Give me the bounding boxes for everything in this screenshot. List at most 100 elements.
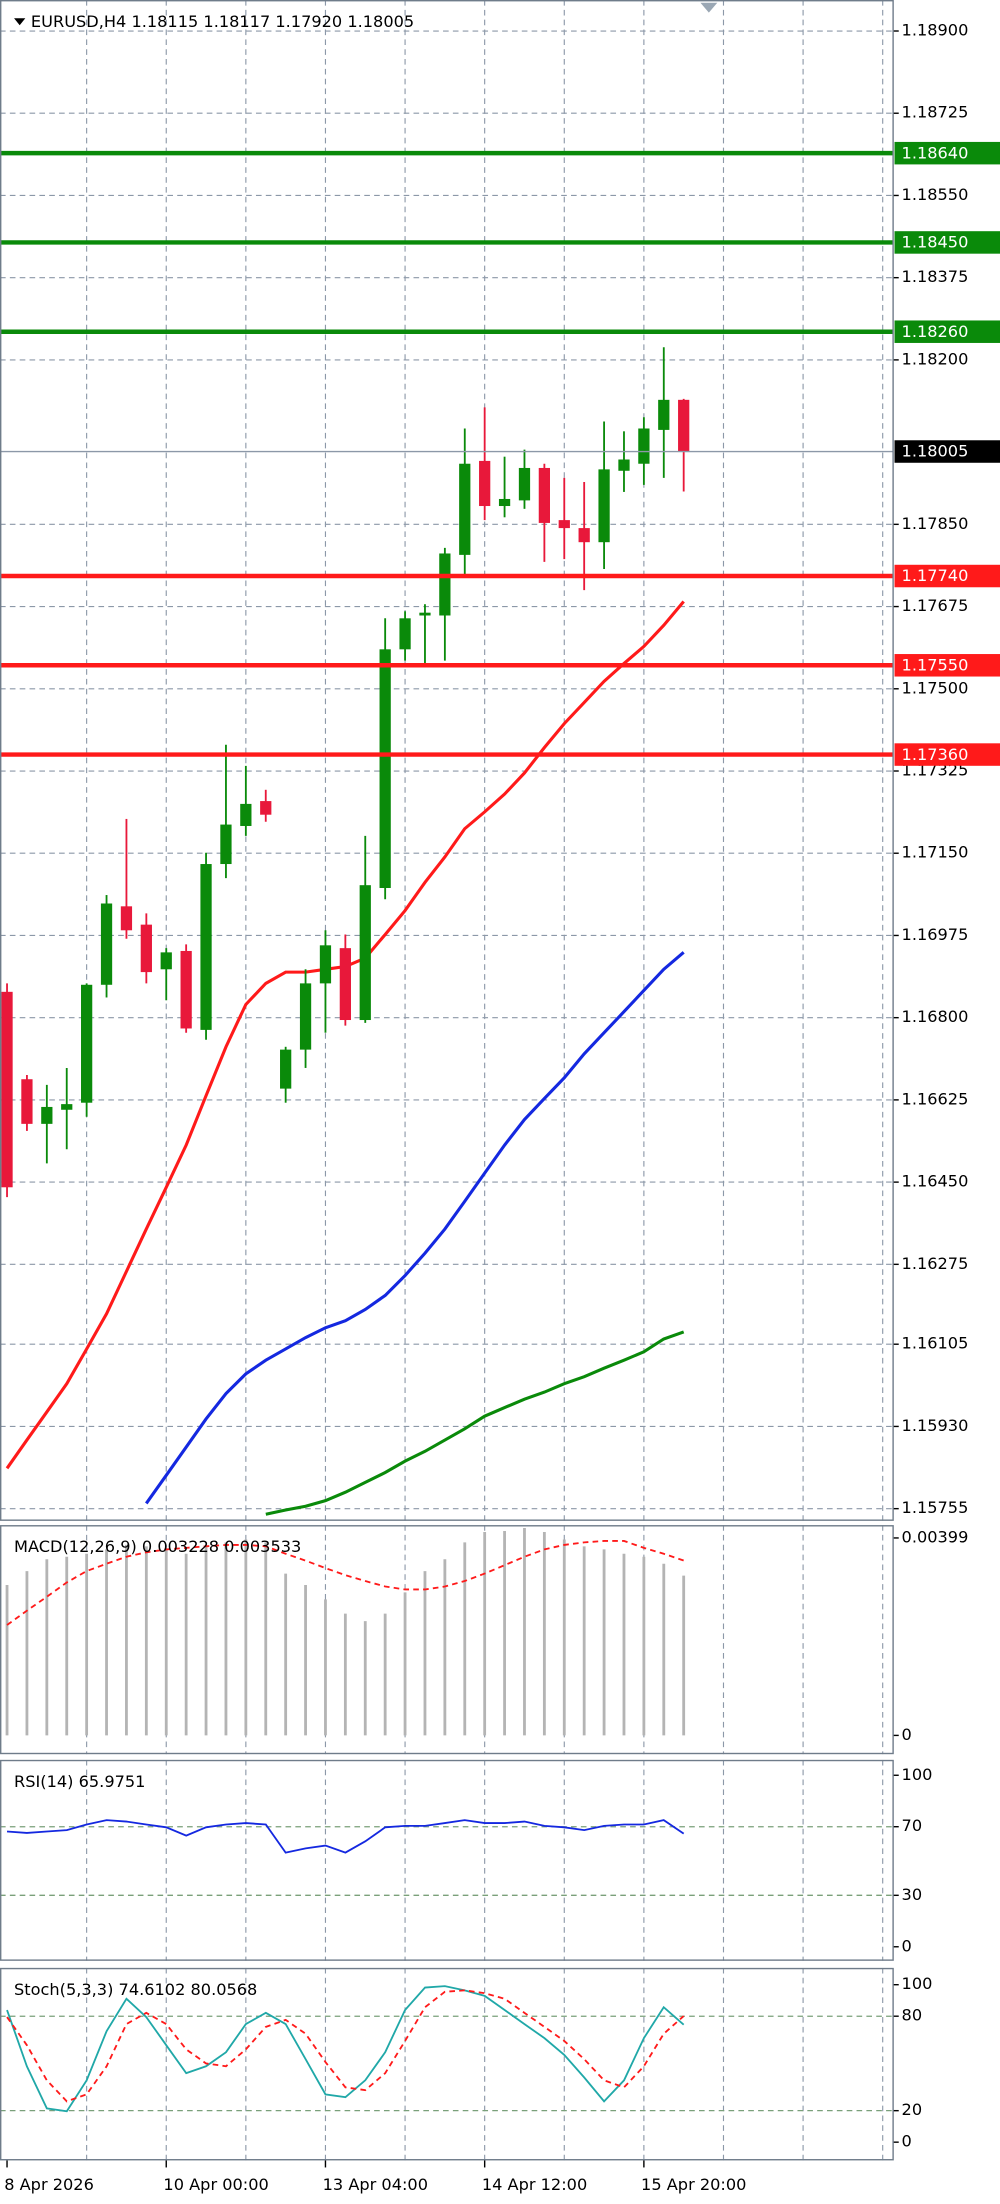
candle-body (280, 1049, 292, 1089)
indicator-line (6, 1989, 685, 2103)
level-label: 1.17740 (902, 566, 969, 585)
y-tick-label: 1.18725 (902, 103, 969, 122)
panel-frame (0, 0, 894, 1521)
y-tick-label: 1.18200 (902, 349, 969, 368)
candle-body (658, 399, 670, 430)
y-tick-label: 1.15930 (902, 1416, 969, 1435)
candle-body (180, 950, 192, 1029)
candle-body (220, 824, 232, 865)
panel-frame (0, 1759, 894, 1961)
panel-frame (0, 1525, 894, 1755)
candle-body (518, 467, 531, 501)
shift-marker[interactable] (700, 2, 718, 13)
y-tick-label: 1.18375 (902, 267, 969, 286)
candle-body (260, 801, 272, 815)
level-label: 1.18450 (902, 233, 969, 252)
candle-body (1, 991, 13, 1188)
x-tick-label: 14 Apr 12:00 (482, 2175, 587, 2194)
y-tick-label: 1.18900 (902, 21, 969, 40)
current-price-bg (894, 440, 1000, 463)
candle-body (339, 948, 351, 1021)
candle-body (379, 649, 391, 888)
candle-body (140, 924, 152, 973)
candle-body (41, 1106, 53, 1124)
y-tick-label: 1.17675 (902, 596, 969, 615)
y-tick-label: 1.18550 (902, 185, 969, 204)
y-tick-label: 1.17150 (902, 843, 969, 862)
candle-body (578, 528, 590, 543)
panel (0, 0, 894, 1521)
panel-title: EURUSD,H4 1.18115 1.18117 1.17920 1.1800… (31, 12, 414, 31)
level-label-bg (894, 564, 1000, 588)
level-label-bg (894, 654, 1000, 677)
candle-body (240, 803, 252, 826)
indicator-line (6, 1819, 685, 1854)
panel-title: RSI(14) 65.9751 (14, 1772, 145, 1791)
candle-body (200, 864, 212, 1030)
panel (5, 1525, 884, 1755)
candle-body (120, 906, 133, 931)
level-label-bg (894, 320, 1000, 343)
y-tick-label: 0 (902, 1725, 912, 1744)
candle-body (61, 1104, 73, 1110)
indicator-line (6, 1985, 685, 2113)
y-tick-label: 0.00399 (902, 1527, 969, 1546)
candle-body (160, 952, 172, 970)
y-tick-label: 1.16275 (902, 1254, 969, 1273)
panel-frame (0, 1967, 894, 2161)
candle-body (299, 983, 312, 1050)
y-tick-label: 30 (902, 1885, 923, 1904)
y-tick-label: 1.16975 (902, 925, 969, 944)
candle-body (419, 612, 431, 616)
y-tick-label: 0 (902, 2132, 912, 2151)
y-tick-label: 1.17850 (902, 514, 969, 533)
y-tick-label: 1.16450 (902, 1172, 969, 1191)
y-tick-label: 100 (902, 1765, 933, 1784)
candle-body (21, 1079, 33, 1124)
candle-body (558, 520, 570, 529)
candle-body (638, 428, 650, 464)
level-label: 1.18260 (902, 322, 969, 341)
x-tick-label: 13 Apr 04:00 (323, 2175, 428, 2194)
candle-body (498, 498, 511, 507)
y-tick-label: 100 (902, 1974, 933, 1993)
level-label: 1.17550 (902, 655, 969, 674)
x-tick-label: 8 Apr 2026 (4, 2175, 94, 2194)
candle-body (319, 945, 332, 984)
y-tick-label: 0 (902, 1936, 912, 1955)
candle-body (678, 399, 690, 452)
panel (0, 1759, 894, 1961)
y-tick-label: 1.17500 (902, 678, 969, 697)
candle-body (81, 984, 93, 1103)
y-tick-label: 80 (902, 2006, 923, 2025)
candle-body (479, 460, 491, 507)
candle-body (100, 903, 113, 985)
panel (0, 1967, 894, 2161)
candle-body (618, 459, 630, 471)
y-tick-label: 1.16625 (902, 1089, 969, 1108)
level-label: 1.18640 (902, 143, 969, 162)
y-tick-label: 20 (902, 2100, 923, 2119)
candle-body (598, 469, 610, 543)
level-label: 1.17360 (902, 745, 969, 764)
y-tick-label: 1.16800 (902, 1007, 969, 1026)
candle-body (538, 467, 550, 523)
level-label-bg (894, 231, 1000, 254)
candle-body (439, 553, 451, 616)
candle-body (399, 618, 411, 650)
current-price-label: 1.18005 (902, 442, 969, 461)
level-label-bg (894, 141, 1000, 165)
y-tick-label: 1.16105 (902, 1334, 969, 1353)
candle-body (459, 463, 471, 555)
indicator-line (145, 951, 685, 1505)
x-tick-label: 15 Apr 20:00 (641, 2175, 746, 2194)
y-tick-label: 1.15755 (902, 1498, 969, 1517)
x-tick-label: 10 Apr 00:00 (163, 2175, 268, 2194)
panel-title: MACD(12,26,9) 0.003228 0.003533 (14, 1537, 301, 1556)
indicator-line (265, 1330, 685, 1516)
y-tick-label: 70 (902, 1816, 923, 1835)
candle-body (359, 885, 371, 1021)
indicator-line (6, 1540, 684, 1626)
